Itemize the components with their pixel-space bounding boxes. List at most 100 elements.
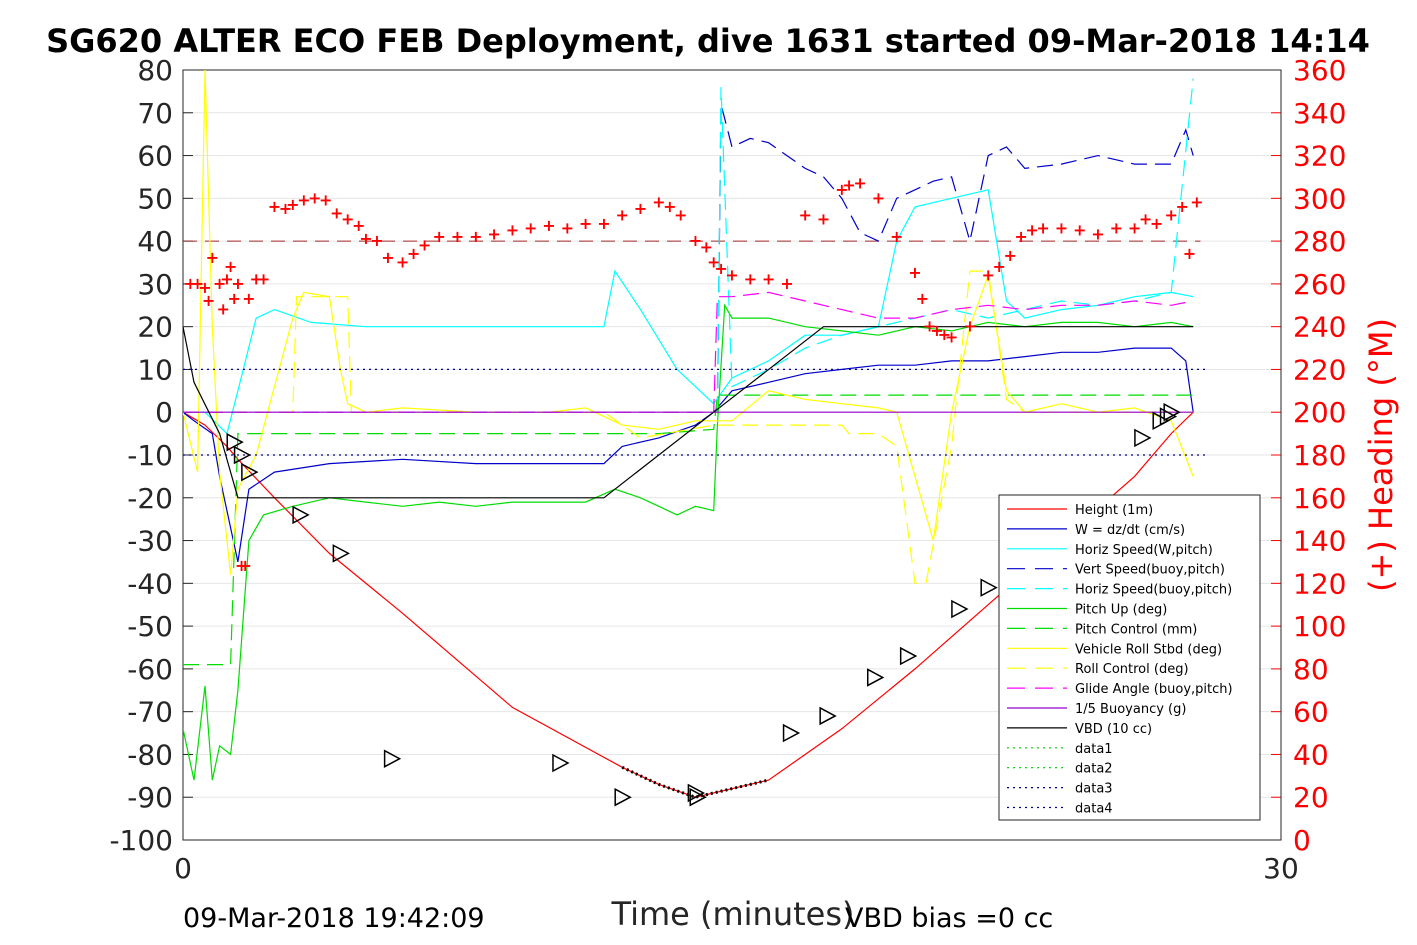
heading-point: + (579, 214, 592, 233)
depth-marker (614, 787, 632, 807)
y-right-tick-label: 240 (1293, 311, 1346, 344)
heading-point: + (224, 257, 237, 276)
y-tick-label: -60 (127, 653, 173, 686)
legend-label: data2 (1075, 762, 1113, 777)
heading-point: + (872, 188, 885, 207)
heading-point: + (268, 197, 281, 216)
vbd-bias-footer: VBD bias =0 cc (845, 903, 1053, 934)
heading-point: + (297, 190, 310, 209)
heading-point: + (220, 270, 233, 289)
heading-point: + (663, 197, 676, 216)
depth-marker (233, 445, 252, 465)
y-right-tick-label: 120 (1293, 567, 1346, 600)
heading-point: + (202, 291, 215, 310)
heading-point: + (908, 263, 921, 282)
heading-point: + (279, 199, 292, 218)
heading-point: + (1183, 244, 1196, 263)
heading-point: + (992, 257, 1005, 276)
heading-point: + (923, 317, 936, 336)
heading-point: + (938, 325, 951, 344)
y-right-tick-label: 200 (1293, 396, 1346, 429)
heading-point: + (524, 218, 537, 237)
heading-point: + (798, 205, 811, 224)
bottom-segment (621, 765, 769, 799)
legend-label: Horiz Speed(buoy,pitch) (1075, 583, 1232, 598)
y-right-tick-label: 320 (1293, 140, 1346, 173)
heading-point: + (835, 180, 848, 199)
y-tick-label: -70 (127, 696, 173, 729)
y-right-tick-label: 80 (1293, 653, 1329, 686)
x-tick-label: 0 (174, 852, 192, 885)
timestamp-footer: 09-Mar-2018 19:42:09 (183, 903, 485, 934)
legend-label: Glide Angle (buoy,pitch) (1075, 682, 1233, 697)
heading-point: + (1073, 220, 1086, 239)
y-tick-label: 20 (137, 311, 173, 344)
heading-point: + (407, 244, 420, 263)
heading-point: + (418, 235, 431, 254)
right-axis-label: (+) Heading (°M) (1362, 318, 1400, 592)
legend-label: W = dz/dt (cm/s) (1075, 523, 1185, 538)
legend-label: data4 (1075, 802, 1113, 817)
heading-point: + (542, 216, 555, 235)
series-roll-control-deg- (183, 270, 1194, 584)
depth-marker (241, 462, 259, 482)
y-right-tick-label: 0 (1293, 824, 1311, 857)
heading-point: + (1025, 220, 1038, 239)
heading-point: + (762, 270, 775, 289)
heading-point: + (890, 227, 903, 246)
depth-marker (226, 432, 244, 452)
heading-point: + (451, 227, 464, 246)
depth-marker (1159, 407, 1178, 426)
heading-point: + (228, 289, 241, 308)
depth-marker (899, 646, 918, 666)
y-tick-label: 50 (137, 182, 173, 215)
heading-point: + (213, 274, 226, 293)
heading-point: + (725, 265, 738, 284)
heading-point: + (981, 265, 994, 284)
heading-point: + (652, 193, 665, 212)
heading-point: + (1036, 218, 1049, 237)
heading-point: + (249, 270, 262, 289)
heading-point: + (1014, 227, 1027, 246)
y-right-tick-label: 40 (1293, 738, 1329, 771)
y-tick-label: 60 (137, 140, 173, 173)
chart-title: SG620 ALTER ECO FEB Deployment, dive 163… (46, 22, 1370, 60)
heading-point: + (308, 188, 321, 207)
y-tick-label: -50 (127, 610, 173, 643)
heading-point: + (1175, 197, 1188, 216)
heading-point: + (963, 317, 976, 336)
y-right-tick-label: 180 (1293, 439, 1346, 472)
depth-marker (383, 749, 402, 768)
y-right-tick-label: 360 (1293, 54, 1346, 87)
y-right-tick-label: 60 (1293, 696, 1329, 729)
y-right-tick-label: 20 (1293, 781, 1329, 814)
depth-marker (687, 783, 705, 803)
legend-label: Horiz Speed(W,pitch) (1075, 543, 1213, 558)
heading-point: + (359, 229, 372, 248)
heading-point: + (242, 289, 255, 308)
y-tick-label: 10 (137, 353, 173, 386)
heading-point: + (689, 231, 702, 250)
depth-marker (332, 544, 350, 563)
heading-point: + (561, 218, 574, 237)
heading-point: + (206, 248, 219, 267)
series-vehicle-roll-stbd-deg- (183, 70, 1194, 575)
legend-label: Pitch Control (mm) (1075, 622, 1197, 637)
depth-marker (689, 787, 707, 807)
heading-point: + (707, 253, 720, 272)
y-right-tick-label: 340 (1293, 97, 1346, 130)
depth-marker (866, 668, 885, 687)
legend-label: Height (1m) (1075, 503, 1153, 518)
heading-point: + (744, 270, 757, 289)
series-vert-speed-buoy-pitch- (716, 104, 1194, 413)
heading-point: + (634, 199, 647, 218)
heading-point: + (916, 289, 929, 308)
y-right-tick-label: 220 (1293, 353, 1346, 386)
x-tick-label: 30 (1263, 852, 1299, 885)
y-tick-label: -100 (109, 824, 173, 857)
heading-point: + (370, 231, 383, 250)
heading-point: + (817, 210, 830, 229)
series-vbd-10-cc- (183, 326, 1194, 499)
heading-point: + (184, 274, 197, 293)
heading-point: + (1091, 225, 1104, 244)
